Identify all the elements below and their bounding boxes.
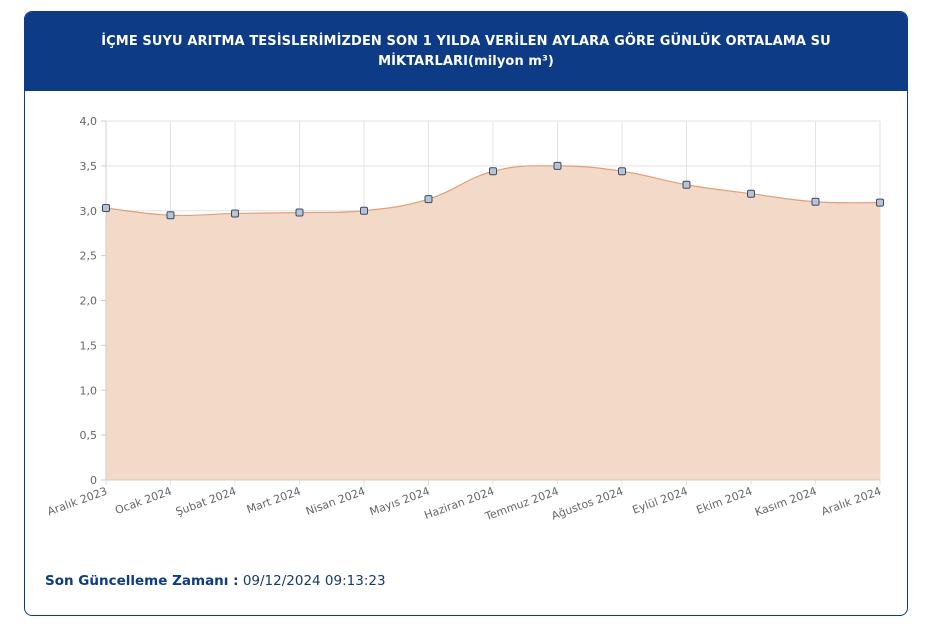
x-tick-label: Ağustos 2024 xyxy=(550,485,625,523)
last-updated-value: 09/12/2024 09:13:23 xyxy=(242,573,386,589)
card-header: İÇME SUYU ARITMA TESİSLERİMİZDEN SON 1 Y… xyxy=(25,12,907,91)
y-tick-label: 0,5 xyxy=(80,429,98,442)
last-updated: Son Güncelleme Zamanı : 09/12/2024 09:13… xyxy=(45,573,386,589)
data-point xyxy=(166,211,175,220)
x-tick-label: Eylül 2024 xyxy=(631,485,690,517)
y-tick-label: 3,0 xyxy=(80,205,98,218)
x-tick-label: Ekim 2024 xyxy=(695,485,755,517)
x-tick-label: Şubat 2024 xyxy=(174,485,238,519)
data-point xyxy=(811,197,820,206)
data-point xyxy=(876,198,884,207)
data-point xyxy=(618,167,626,176)
y-tick-label: 3,5 xyxy=(80,160,98,173)
x-tick-label: Mart 2024 xyxy=(245,485,303,517)
y-tick-label: 4,0 xyxy=(80,115,98,128)
data-point xyxy=(489,167,497,176)
y-tick-label: 0 xyxy=(90,474,97,487)
x-tick-label: Aralık 2023 xyxy=(46,485,109,519)
chart-title: İÇME SUYU ARITMA TESİSLERİMİZDEN SON 1 Y… xyxy=(101,33,831,69)
data-point xyxy=(747,189,755,198)
data-point xyxy=(424,195,433,204)
series-area xyxy=(106,165,880,480)
y-tick-label: 1,5 xyxy=(80,339,98,352)
chart-area: 0 0,5 1,0 1,5 2,0 2,5 3,0 3,5 4,0 Aralık 2023 Ocak… xyxy=(25,91,907,551)
data-point xyxy=(360,206,368,215)
y-tick-label: 1,0 xyxy=(80,384,98,397)
x-tick-label: Mayıs 2024 xyxy=(368,485,432,519)
data-point xyxy=(295,208,304,217)
x-tick-label: Temmuz 2024 xyxy=(483,485,561,524)
x-tick-label: Ocak 2024 xyxy=(113,485,173,518)
last-updated-label: Son Güncelleme Zamanı : xyxy=(45,573,239,589)
x-tick-label: Nisan 2024 xyxy=(304,485,367,518)
data-point xyxy=(102,204,110,213)
chart-card: İÇME SUYU ARITMA TESİSLERİMİZDEN SON 1 Y… xyxy=(24,11,908,616)
data-point xyxy=(231,209,239,218)
x-tick-label: Aralık 2024 xyxy=(820,485,883,519)
y-tick-label: 2,0 xyxy=(80,295,98,308)
x-tick-label: Kasım 2024 xyxy=(753,485,818,519)
y-tick-label: 2,5 xyxy=(80,250,98,263)
area-chart: 0 0,5 1,0 1,5 2,0 2,5 3,0 3,5 4,0 Aralık 2023 Ocak… xyxy=(46,115,884,524)
data-point xyxy=(553,161,562,170)
data-point xyxy=(682,180,691,189)
